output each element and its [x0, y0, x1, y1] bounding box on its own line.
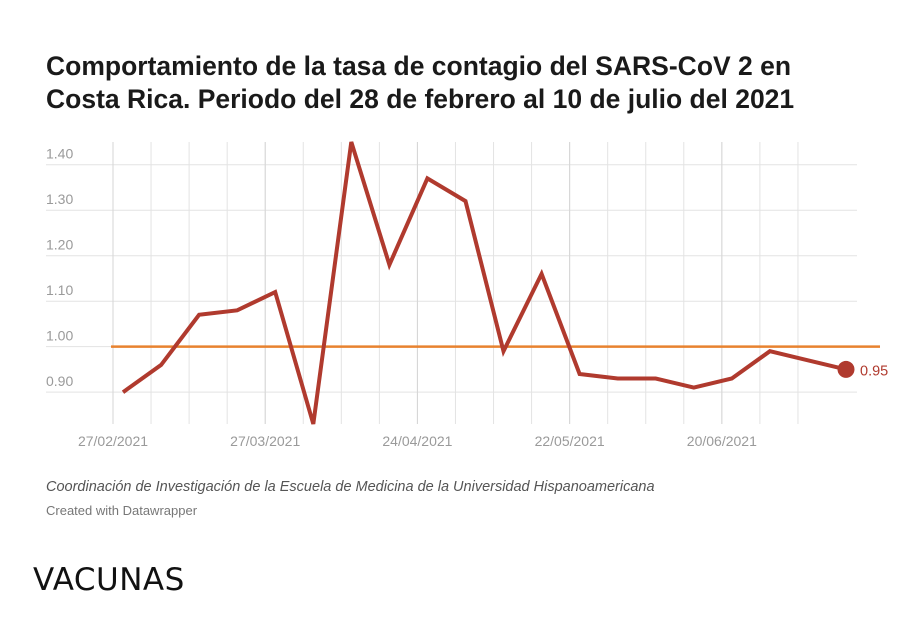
chart-title-line-2: Costa Rica. Periodo del 28 de febrero al… — [46, 84, 795, 114]
source-note: Coordinación de Investigación de la Escu… — [46, 479, 655, 495]
x-tick-label: 27/02/2021 — [78, 433, 148, 449]
credit-note: Created with Datawrapper — [46, 503, 198, 518]
y-tick-label: 1.40 — [46, 146, 73, 162]
series-line — [121, 141, 847, 425]
footer-heading: VACUNAS — [33, 562, 185, 598]
y-tick-label: 1.10 — [46, 282, 73, 298]
y-tick-label: 0.90 — [46, 373, 73, 389]
y-tick-label: 1.00 — [46, 328, 73, 344]
last-point-marker — [837, 360, 855, 378]
line-chart: 0.90 1.00 1.10 1.20 1.30 1.40 27/02/2021 27/03/… — [46, 141, 888, 449]
x-tick-label: 24/04/2021 — [382, 433, 452, 449]
x-tick-label: 27/03/2021 — [230, 433, 300, 449]
y-tick-label: 1.30 — [46, 191, 73, 207]
series-layer — [121, 141, 855, 425]
grid-layer — [46, 142, 857, 424]
x-tick-label: 22/05/2021 — [535, 433, 605, 449]
y-tick-label: 1.20 — [46, 237, 73, 253]
last-value-label: 0.95 — [860, 363, 888, 379]
chart-title: Comportamiento de la tasa de contagio de… — [46, 50, 886, 116]
x-tick-label: 20/06/2021 — [687, 433, 757, 449]
chart-title-line-1: Comportamiento de la tasa de contagio de… — [46, 51, 792, 81]
label-layer: 0.90 1.00 1.10 1.20 1.30 1.40 27/02/2021 27/03/… — [46, 146, 888, 449]
